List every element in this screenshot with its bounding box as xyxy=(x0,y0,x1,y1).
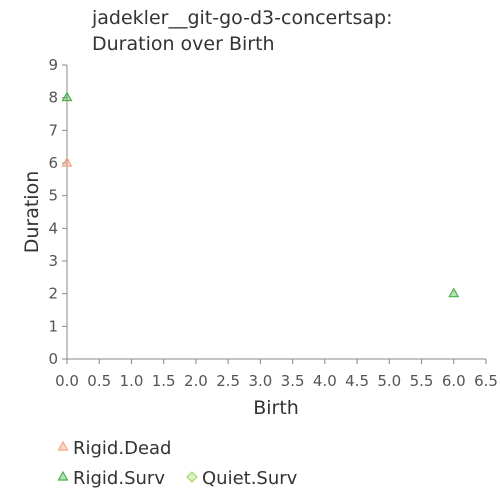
data-points xyxy=(61,91,460,298)
x-axis-label: Birth xyxy=(253,397,299,419)
chart-title-line-2: Duration over Birth xyxy=(92,33,275,55)
y-axis-label: Duration xyxy=(21,171,43,254)
y-axis: 0 1 2 3 4 5 6 7 8 9 xyxy=(48,56,68,368)
y-tick-label: 0 xyxy=(48,350,58,368)
x-tick-label: 5.5 xyxy=(410,372,434,390)
x-tick-label: 0.0 xyxy=(55,372,79,390)
legend-marker-quiet-surv xyxy=(186,471,198,483)
x-tick-label: 6.5 xyxy=(474,372,498,390)
legend-marker-rigid-dead xyxy=(57,440,69,451)
y-tick-label: 9 xyxy=(48,56,58,74)
data-point-rigid-surv xyxy=(61,91,73,102)
x-tick-label: 4.0 xyxy=(313,372,337,390)
x-axis: 0.0 0.5 1.0 1.5 2.0 2.5 3.0 3.5 4.0 4.5 5.0 5.5 6.0 6… xyxy=(55,358,498,390)
y-tick-label: 1 xyxy=(48,317,58,335)
legend: Rigid.Dead Rigid.Surv Quiet.Surv xyxy=(57,438,298,489)
x-tick-label: 4.5 xyxy=(345,372,369,390)
y-tick-label: 6 xyxy=(48,154,58,172)
x-tick-label: 1.0 xyxy=(120,372,144,390)
x-tick-label: 5.0 xyxy=(377,372,401,390)
x-tick-label: 3.0 xyxy=(248,372,272,390)
legend-item-rigid-surv[interactable]: Rigid.Surv xyxy=(57,468,166,489)
y-tick-label: 2 xyxy=(48,285,58,303)
x-tick-label: 3.5 xyxy=(281,372,305,390)
legend-item-quiet-surv[interactable]: Quiet.Surv xyxy=(186,468,298,489)
y-tick-label: 5 xyxy=(48,187,58,205)
x-tick-label: 1.5 xyxy=(152,372,176,390)
y-tick-label: 4 xyxy=(48,219,58,237)
chart-title-line-1: jadekler__git-go-d3-concertsap: xyxy=(91,7,393,29)
x-tick-label: 2.0 xyxy=(184,372,208,390)
y-tick-label: 3 xyxy=(48,252,58,270)
legend-marker-rigid-surv xyxy=(57,470,69,481)
data-point-rigid-dead xyxy=(61,156,73,167)
legend-label-rigid-dead: Rigid.Dead xyxy=(73,438,171,459)
data-point-rigid-surv xyxy=(448,287,460,298)
y-tick-label: 7 xyxy=(48,121,58,139)
legend-item-rigid-dead[interactable]: Rigid.Dead xyxy=(57,438,172,459)
x-tick-label: 0.5 xyxy=(87,372,111,390)
x-tick-label: 6.0 xyxy=(442,372,466,390)
x-tick-label: 2.5 xyxy=(216,372,240,390)
y-tick-label: 8 xyxy=(48,89,58,107)
legend-label-quiet-surv: Quiet.Surv xyxy=(202,468,298,489)
legend-label-rigid-surv: Rigid.Surv xyxy=(73,468,165,489)
